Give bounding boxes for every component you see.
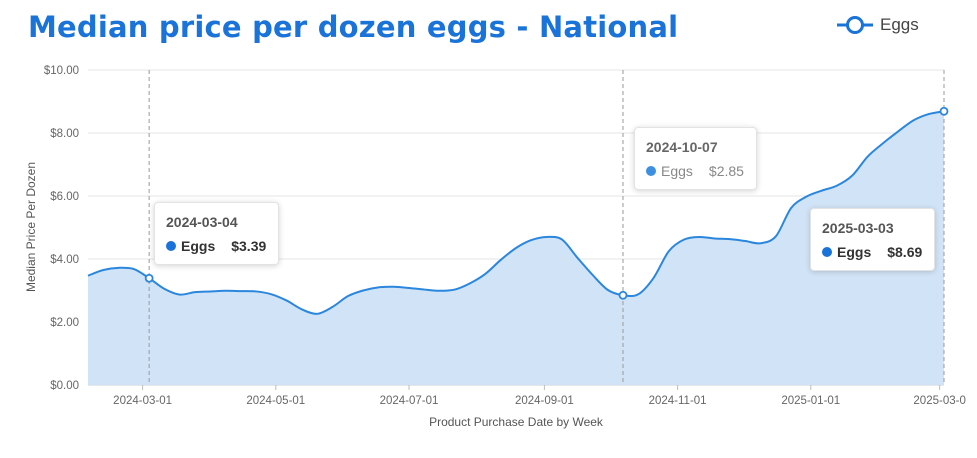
x-tick-label: 2025-01-01 bbox=[781, 395, 840, 407]
y-tick-label: $2.00 bbox=[50, 317, 79, 329]
y-tick-label: $6.00 bbox=[50, 191, 79, 203]
x-tick-label: 2024-03-01 bbox=[113, 395, 172, 407]
x-tick-label: 2024-09-01 bbox=[515, 395, 574, 407]
tooltip: 2024-10-07 Eggs $2.85 bbox=[634, 127, 757, 190]
y-tick-label: $4.00 bbox=[50, 254, 79, 266]
series-dot-icon bbox=[822, 247, 832, 257]
tooltip: 2024-03-04 Eggs $3.39 bbox=[154, 202, 280, 265]
tooltip-value: $8.69 bbox=[887, 244, 923, 260]
highlight-markers bbox=[144, 106, 949, 300]
tooltip-series-name: Eggs bbox=[661, 163, 693, 179]
tooltip-value: $3.39 bbox=[231, 238, 267, 254]
data-point-marker bbox=[618, 290, 628, 300]
series-dot-icon bbox=[166, 241, 176, 251]
x-tick-label: 2024-05-01 bbox=[246, 395, 305, 407]
legend-label: Eggs bbox=[880, 15, 919, 34]
y-axis-title: Median Price Per Dozen bbox=[24, 162, 38, 292]
x-tick-label: 2024-07-01 bbox=[380, 395, 439, 407]
tooltip-series-name: Eggs bbox=[181, 238, 216, 254]
x-axis-title: Product Purchase Date by Week bbox=[429, 415, 604, 429]
x-axis-ticks: 2024-03-01 2024-05-01 2024-07-01 2024-09-01… bbox=[113, 385, 966, 407]
tooltip-series-name: Eggs bbox=[837, 244, 872, 260]
tooltip-guides bbox=[148, 70, 945, 385]
tooltip-date: 2024-10-07 bbox=[646, 139, 718, 155]
series-line-eggs bbox=[87, 110, 945, 315]
y-axis-ticks: $0.00 $2.00 $4.00 $6.00 $8.00 $10.00 bbox=[44, 65, 79, 392]
y-tick-label: $10.00 bbox=[44, 65, 79, 77]
legend-line-marker-icon bbox=[837, 16, 873, 34]
data-point-marker bbox=[939, 106, 949, 116]
legend-item-eggs[interactable]: Eggs bbox=[836, 14, 919, 36]
tooltip-date: 2024-03-04 bbox=[166, 214, 238, 230]
data-point-marker bbox=[144, 273, 154, 283]
y-tick-label: $8.00 bbox=[50, 128, 79, 140]
chart-title: Median price per dozen eggs - National bbox=[28, 10, 679, 44]
tooltip: 2025-03-03 Eggs $8.69 bbox=[810, 208, 936, 271]
x-tick-label: 2025-03-0 bbox=[913, 395, 965, 407]
tooltip-value: $2.85 bbox=[708, 163, 744, 179]
y-tick-label: $0.00 bbox=[50, 380, 79, 392]
x-tick-label: 2024-11-01 bbox=[649, 395, 707, 407]
tooltip-date: 2025-03-03 bbox=[822, 220, 894, 236]
series-dot-icon bbox=[646, 166, 656, 176]
